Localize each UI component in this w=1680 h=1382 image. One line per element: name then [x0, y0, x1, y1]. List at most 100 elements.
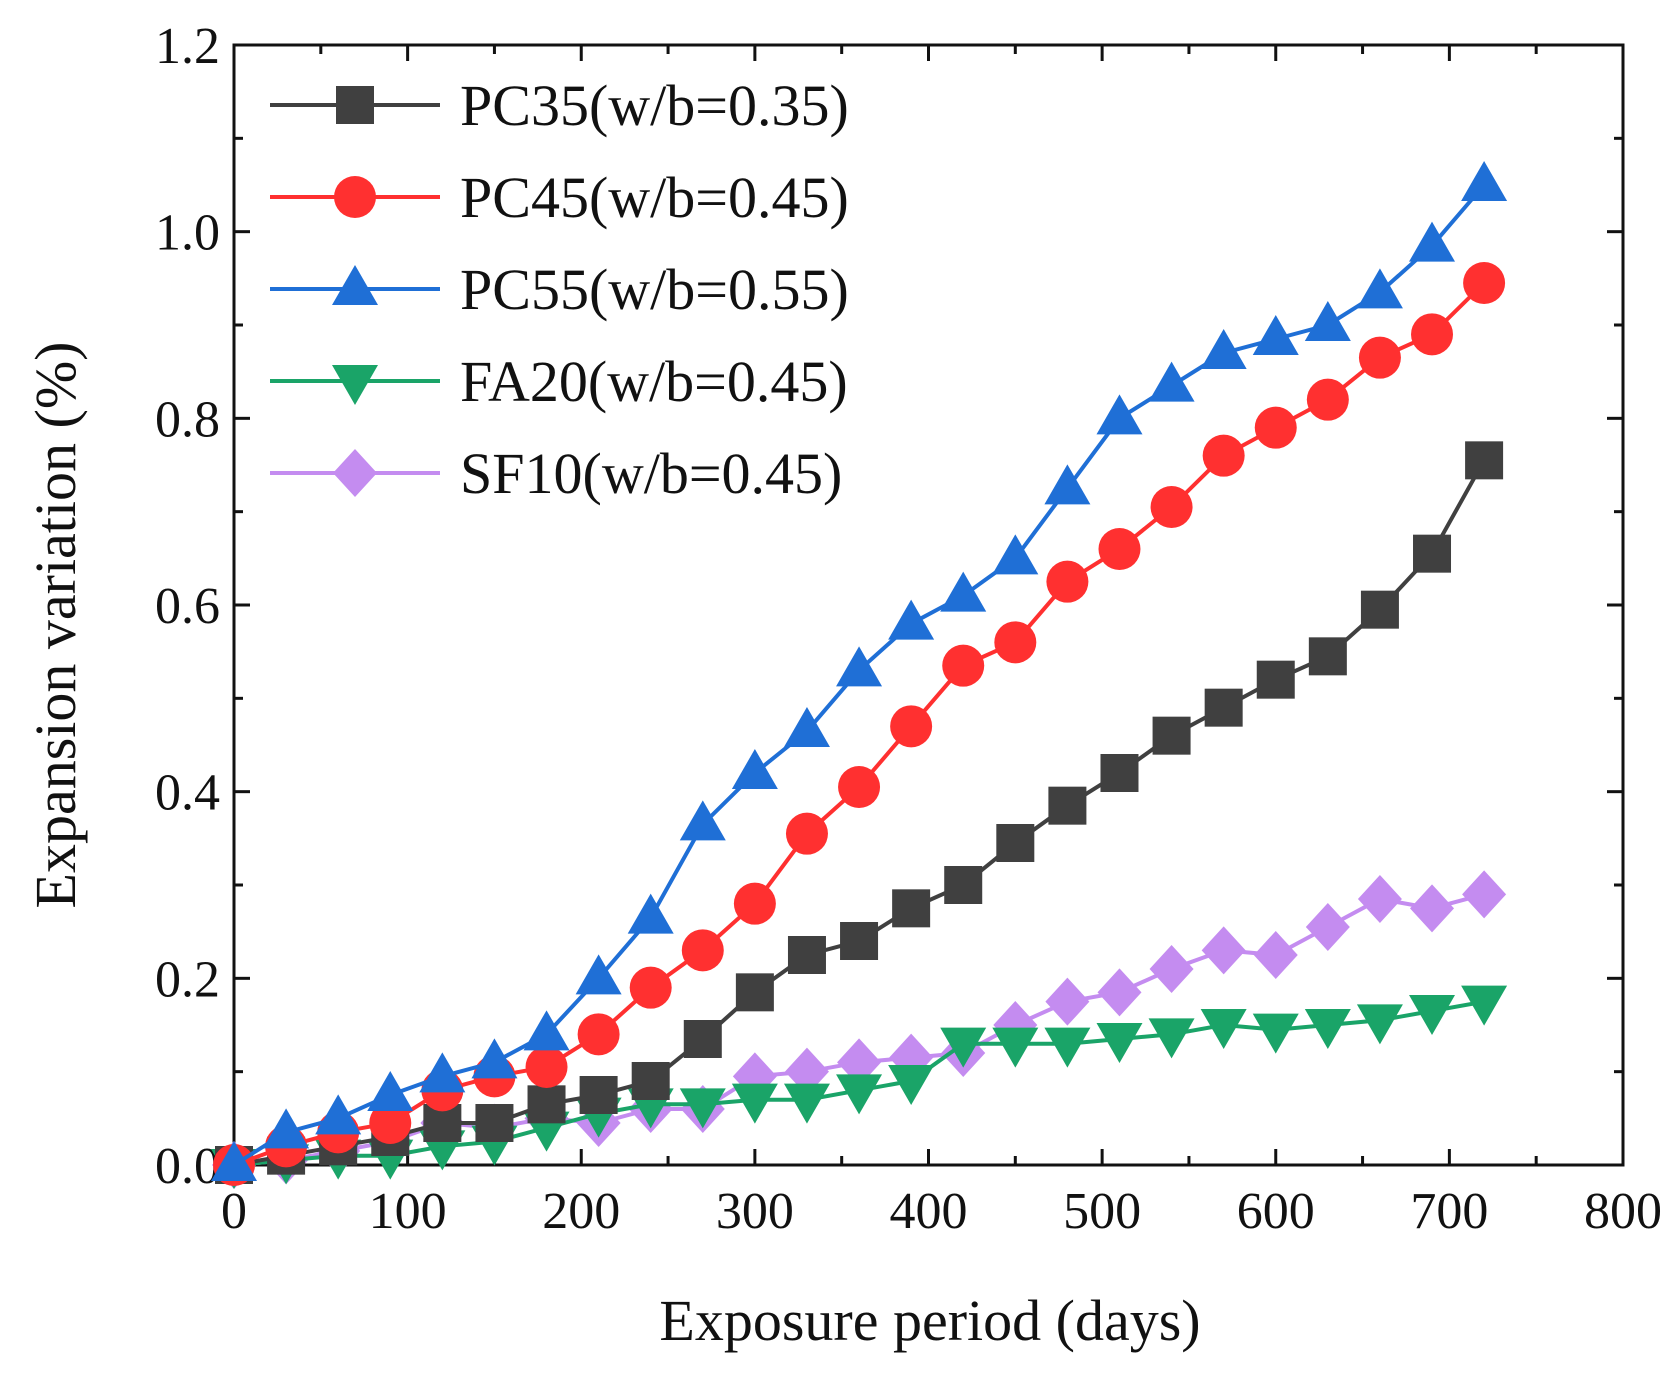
legend-marker — [332, 365, 378, 405]
data-point — [1409, 995, 1456, 1035]
data-point — [1097, 968, 1142, 1017]
x-tick-label: 100 — [369, 1183, 447, 1240]
data-point — [735, 973, 774, 1012]
data-point — [1148, 361, 1195, 402]
data-point — [888, 599, 935, 640]
x-axis-title: Exposure period (days) — [659, 1288, 1200, 1353]
x-tick-label: 500 — [1063, 1183, 1141, 1240]
data-point — [1413, 534, 1452, 573]
x-tick-label: 700 — [1410, 1183, 1488, 1240]
data-point — [1357, 875, 1402, 923]
data-point — [992, 534, 1039, 575]
data-point — [1256, 660, 1295, 699]
data-point — [1304, 1009, 1351, 1049]
data-point — [575, 954, 622, 995]
data-point — [1096, 394, 1143, 435]
data-point — [1462, 870, 1507, 919]
legend-item: SF10(w/b=0.45) — [270, 441, 842, 506]
data-point — [1358, 336, 1401, 379]
data-point — [890, 705, 933, 748]
data-point — [683, 1020, 722, 1058]
data-point — [1254, 406, 1297, 449]
series-PC55(w/b=0.55) — [211, 161, 1508, 1181]
data-point — [836, 646, 883, 687]
data-point — [471, 1038, 518, 1079]
data-point — [1463, 262, 1506, 304]
data-point — [263, 1108, 310, 1149]
legend-label: PC55(w/b=0.55) — [460, 257, 849, 322]
legend-item: PC45(w/b=0.45) — [270, 165, 849, 230]
legend: PC35(w/b=0.35) PC45(w/b=0.45) PC55(w/b=0.5… — [270, 73, 849, 506]
data-point — [1044, 464, 1091, 505]
data-point — [1045, 977, 1090, 1026]
data-point — [1204, 688, 1243, 727]
data-point — [1252, 315, 1299, 355]
x-tick-label: 800 — [1584, 1183, 1662, 1240]
data-point — [944, 866, 983, 904]
data-point — [1150, 486, 1193, 528]
legend-label: SF10(w/b=0.45) — [460, 441, 842, 506]
legend-marker — [336, 86, 374, 124]
y-tick-label: 0.2 — [155, 951, 220, 1008]
data-point — [679, 1088, 726, 1129]
legend-item: FA20(w/b=0.45) — [270, 349, 848, 414]
data-point — [1152, 716, 1191, 755]
data-point — [1200, 1009, 1247, 1049]
legend-item: PC55(w/b=0.55) — [270, 257, 849, 322]
data-point — [1252, 1013, 1299, 1054]
data-point — [1202, 434, 1245, 477]
data-point — [367, 1071, 414, 1111]
data-point — [840, 922, 879, 960]
data-point — [1465, 441, 1504, 480]
data-point — [577, 1013, 620, 1056]
data-point — [1201, 926, 1246, 975]
data-point — [1461, 985, 1508, 1026]
data-point — [1148, 1018, 1195, 1059]
x-tick-label: 0 — [221, 1183, 247, 1240]
x-tick-label: 600 — [1237, 1183, 1315, 1240]
data-point — [783, 707, 830, 747]
data-point — [1100, 754, 1139, 792]
data-point — [631, 1062, 670, 1100]
legend-label: PC35(w/b=0.35) — [460, 73, 849, 138]
data-point — [1149, 945, 1194, 993]
data-point — [940, 571, 987, 612]
data-point — [1356, 1004, 1403, 1045]
data-point — [1411, 313, 1454, 356]
data-point — [992, 1027, 1039, 1068]
data-point — [629, 966, 672, 1009]
legend-label: FA20(w/b=0.45) — [460, 349, 848, 414]
y-axis-title: Expansion variation (%) — [23, 342, 88, 909]
series-layer — [211, 161, 1508, 1189]
data-point — [731, 1083, 778, 1124]
legend-item: PC35(w/b=0.35) — [270, 73, 849, 138]
data-point — [996, 824, 1035, 862]
data-point — [1098, 528, 1141, 570]
data-point — [315, 1094, 362, 1135]
x-tick-label: 200 — [542, 1183, 620, 1240]
data-point — [1304, 301, 1351, 341]
data-point — [627, 893, 674, 934]
legend-marker — [333, 449, 377, 497]
legend-label: PC45(w/b=0.45) — [460, 165, 849, 230]
data-point — [1044, 1027, 1091, 1068]
data-point — [419, 1052, 466, 1093]
data-point — [211, 1141, 257, 1181]
y-tick-label: 1.2 — [155, 18, 220, 75]
data-point — [1048, 786, 1087, 825]
data-point — [527, 1085, 566, 1124]
data-point — [1409, 221, 1456, 262]
data-point — [1410, 884, 1455, 933]
series-FA20(w/b=0.45) — [211, 985, 1508, 1189]
data-point — [892, 889, 931, 928]
data-point — [783, 1083, 830, 1124]
axes-layer: 0 100 200 300 400 500 600 700 800 0.0 0.2 0.4 0.6 0.8… — [155, 18, 1662, 1240]
data-point — [940, 1027, 987, 1068]
data-point — [681, 929, 724, 972]
data-point — [731, 749, 778, 789]
data-point — [785, 812, 828, 855]
y-tick-label: 0.8 — [155, 391, 220, 448]
legend-marker — [334, 176, 376, 218]
